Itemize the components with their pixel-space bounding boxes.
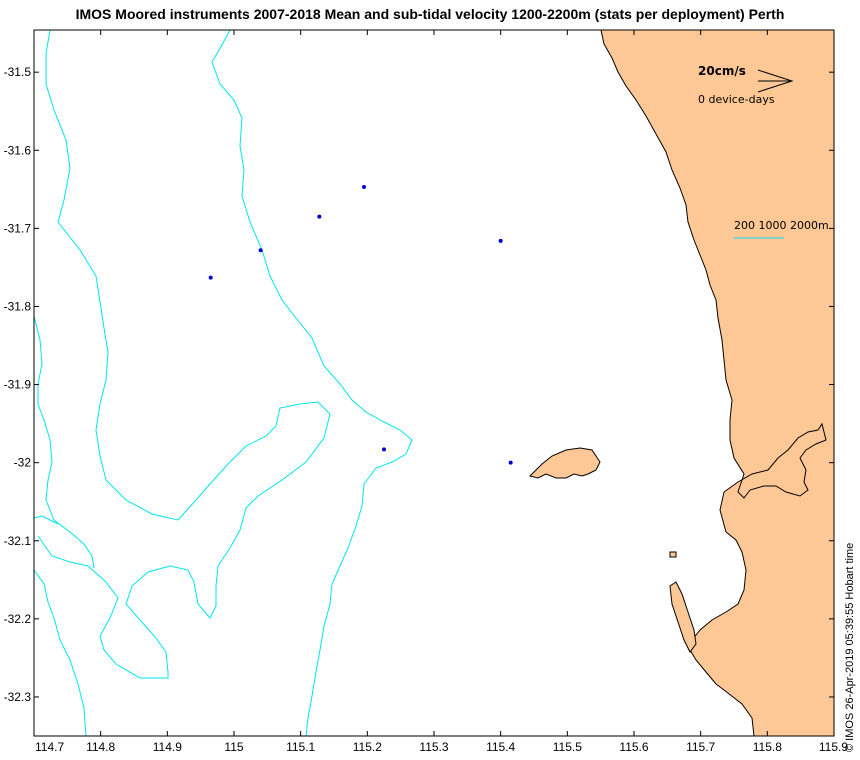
x-tick-label: 115.8: [753, 740, 782, 754]
map-title: IMOS Moored instruments 2007-2018 Mean a…: [75, 6, 785, 22]
isobath-1000m: [37, 29, 331, 679]
y-tick-label: -31.5: [4, 65, 32, 79]
x-tick-label: 115.3: [419, 740, 448, 754]
isobath-200m: [211, 29, 413, 737]
x-tick-label: 115.2: [353, 740, 382, 754]
x-tick-label: 115.4: [486, 740, 515, 754]
scale-label: 20cm/s: [698, 64, 746, 78]
x-tick-label: 115: [224, 740, 243, 754]
x-tick-label: 115.1: [286, 740, 315, 754]
scale-arrow: [757, 69, 794, 93]
x-tick-label: 115.5: [553, 740, 582, 754]
station-marker[interactable]: [362, 184, 366, 189]
device-days-label: 0 device-days: [698, 93, 775, 106]
station-marker[interactable]: [258, 248, 263, 253]
y-tick-label: -31.9: [4, 378, 32, 392]
rottnest-island: [529, 447, 601, 479]
y-tick-label: -32.3: [4, 690, 32, 704]
isobath-legend-label: 200 1000 2000m: [734, 219, 829, 232]
y-tick-label: -31.8: [4, 299, 32, 313]
x-tick-label: 114.7: [35, 740, 64, 754]
y-tick-label: -32.1: [4, 534, 32, 548]
x-tick-label: 115.7: [686, 740, 715, 754]
small-island: [669, 551, 677, 558]
isobath-2000m-south: [33, 569, 87, 737]
y-tick-label: -31.7: [4, 221, 32, 235]
y-tick-label: -31.6: [4, 143, 32, 157]
isobath-2000m-edge: [33, 515, 59, 525]
station-marker[interactable]: [317, 214, 322, 219]
timestamp-label: © IMOS 26-Apr-2019 05:39:55 Hobart time: [844, 542, 856, 752]
garden-island: [669, 581, 697, 653]
mainland-land: [600, 29, 835, 737]
y-tick-label: -32: [14, 456, 32, 470]
y-tick-label: -32.2: [4, 612, 32, 626]
station-marker[interactable]: [498, 238, 503, 243]
station-markers: [208, 184, 513, 465]
station-marker[interactable]: [208, 275, 213, 280]
x-tick-label: 115.6: [619, 740, 648, 754]
station-marker[interactable]: [382, 447, 386, 452]
y-axis: -31.5 -31.6 -31.7 -31.8 -31.9 -32 -32.1 -32.2 -3…: [4, 65, 834, 704]
x-tick-label: 115.9: [819, 740, 848, 754]
station-marker[interactable]: [508, 460, 513, 465]
x-axis: 114.7 114.8 114.9 115 115.1 115.2 115.3 115.4 11…: [33, 30, 848, 754]
x-tick-label: 114.8: [86, 740, 115, 754]
isobath-2000m: [33, 315, 95, 569]
x-tick-label: 114.9: [153, 740, 182, 754]
